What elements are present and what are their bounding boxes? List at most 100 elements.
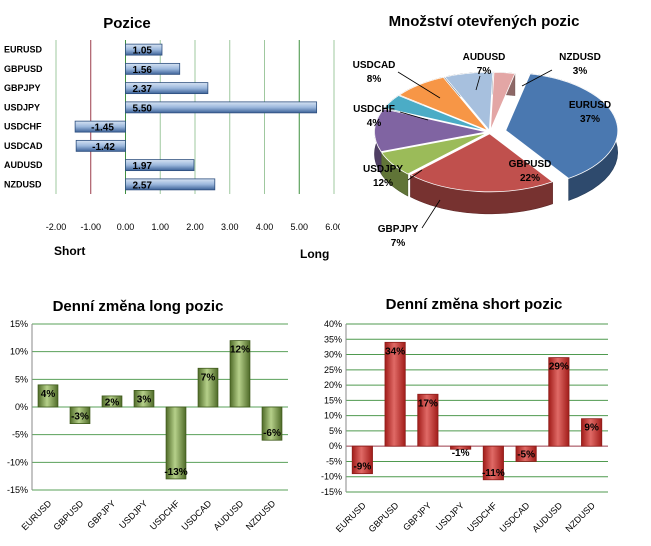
pie-slice-percent: 12% [373, 178, 393, 189]
short-y-tick: 40% [324, 319, 342, 329]
positions-bar-value: 5.50 [133, 103, 153, 114]
short-category-label: NZDUSD [563, 500, 597, 534]
pie-leader-line [521, 69, 553, 87]
long-bar [229, 340, 251, 408]
pie-slice [505, 73, 619, 179]
long-category-label: GBPJPY [85, 498, 117, 530]
pie-leader-line [399, 111, 429, 121]
pie-leader-line [475, 75, 481, 91]
positions-x-tick: 2.00 [186, 222, 204, 232]
short-chart-title: Denní změna short pozic [386, 296, 563, 313]
positions-category-label: GBPJPY [4, 83, 41, 93]
positions-bar [125, 43, 163, 56]
short-category-label: USDJPY [434, 500, 466, 532]
short-y-tick: -15% [321, 487, 342, 497]
pie-slice-name: USDJPY [363, 164, 403, 175]
pie-slice-percent: 8% [367, 74, 382, 85]
pie-slice-percent: 3% [573, 66, 588, 77]
short-bar-value: -1% [452, 448, 470, 459]
positions-bar-value: 1.05 [133, 46, 153, 57]
short-change-chart: Denní změna short pozic -15% -10% -5% 0% 5% 10… [310, 290, 651, 541]
short-y-tick: 30% [324, 350, 342, 360]
short-change-chart-svg: Denní změna short pozic -15% -10% -5% 0% 5% 10… [321, 296, 608, 534]
positions-bar [125, 82, 209, 95]
short-bar-value: -9% [353, 462, 371, 473]
short-bar [417, 393, 439, 447]
positions-x-tick: 5.00 [290, 222, 308, 232]
short-bar-value: 9% [584, 423, 599, 434]
long-bar-value: 3% [137, 394, 152, 405]
pie-slice-name: AUDUSD [463, 52, 506, 63]
short-y-tick: -10% [321, 472, 342, 482]
positions-category-label: USDJPY [4, 102, 40, 112]
short-category-label: GBPUSD [367, 500, 401, 534]
short-category-label: GBPJPY [401, 500, 433, 532]
positions-category-label: NZDUSD [4, 179, 42, 189]
pie-slice [490, 71, 516, 131]
pie-slice-percent: 7% [477, 66, 492, 77]
long-bar-value: 7% [201, 372, 216, 383]
pie-slice-percent: 22% [520, 173, 540, 184]
pie-slice-name: GBPJPY [378, 224, 419, 235]
long-y-tick: -5% [12, 430, 28, 440]
long-bar [165, 406, 187, 480]
long-y-tick: -10% [7, 457, 28, 467]
short-bar-value: -5% [517, 449, 535, 460]
long-y-tick: 5% [15, 374, 28, 384]
short-y-tick: -5% [326, 456, 342, 466]
open-positions-pie-svg: Množství otevřených pozic EURUSD 37% GBPUSD… [353, 13, 619, 249]
short-category-label: USDCHF [465, 500, 499, 534]
positions-bar-value: -1.45 [91, 123, 114, 134]
long-bar [133, 390, 155, 408]
pie-slice-name: USDCHF [353, 104, 395, 115]
short-bar [450, 445, 472, 450]
pie-slice [374, 108, 487, 153]
pie-slice [380, 132, 488, 175]
positions-category-label: EURUSD [4, 45, 43, 55]
long-chart-title: Denní změna long pozic [53, 298, 224, 315]
long-bar-value: 2% [105, 397, 120, 408]
positions-chart-svg: Pozice -2.00 -1.00 0.00 1.00 2.00 3.00 4.00 5.00… [4, 15, 343, 261]
pie-slice-percent: 37% [580, 114, 600, 125]
pie-slice-name: NZDUSD [559, 52, 601, 63]
short-bar [351, 445, 373, 475]
short-y-tick: 0% [329, 441, 342, 451]
pie-slice-name: EURUSD [569, 100, 611, 111]
short-y-tick: 35% [324, 334, 342, 344]
short-bar-value: 29% [549, 362, 569, 373]
positions-chart-title: Pozice [103, 15, 151, 32]
positions-category-label: AUDUSD [4, 160, 43, 170]
pie-slice-name: USDCAD [353, 60, 396, 71]
pie-leader-line [407, 169, 423, 181]
long-label: Long [300, 247, 329, 261]
short-bar [515, 445, 537, 462]
long-bar-value: 12% [230, 345, 250, 356]
positions-x-tick: 6.00 [325, 222, 340, 232]
pie-slice [444, 71, 494, 132]
long-bar-value: -6% [263, 428, 281, 439]
positions-x-tick: 0.00 [117, 222, 135, 232]
positions-x-tick: 4.00 [256, 222, 274, 232]
long-y-tick: 0% [15, 402, 28, 412]
long-bar [261, 406, 283, 441]
positions-bar-value: 2.57 [133, 180, 153, 191]
pie-slice-name: GBPUSD [509, 159, 552, 170]
short-y-tick: 5% [329, 426, 342, 436]
positions-bar-value: 2.37 [133, 84, 153, 95]
long-category-label: GBPUSD [51, 498, 85, 532]
short-y-tick: 25% [324, 365, 342, 375]
long-change-chart: Denní změna long pozic -15% -10% -5% 0% 5% 10%… [0, 290, 300, 541]
positions-category-label: USDCHF [4, 122, 42, 132]
short-y-tick: 20% [324, 380, 342, 390]
positions-bar-value: -1.42 [92, 142, 115, 153]
long-y-tick: -15% [7, 485, 28, 495]
pie-slice [383, 95, 488, 132]
positions-category-label: GBPUSD [4, 64, 43, 74]
positions-bar-value: 1.97 [133, 161, 153, 172]
pie-slice-percent: 4% [367, 118, 382, 129]
positions-x-tick: 1.00 [151, 222, 169, 232]
open-positions-pie-chart: Množství otevřených pozic EURUSD 37% GBPUSD… [340, 0, 651, 270]
positions-x-tick: 3.00 [221, 222, 239, 232]
long-category-label: AUDUSD [211, 498, 245, 532]
pie-leader-line [397, 71, 441, 99]
